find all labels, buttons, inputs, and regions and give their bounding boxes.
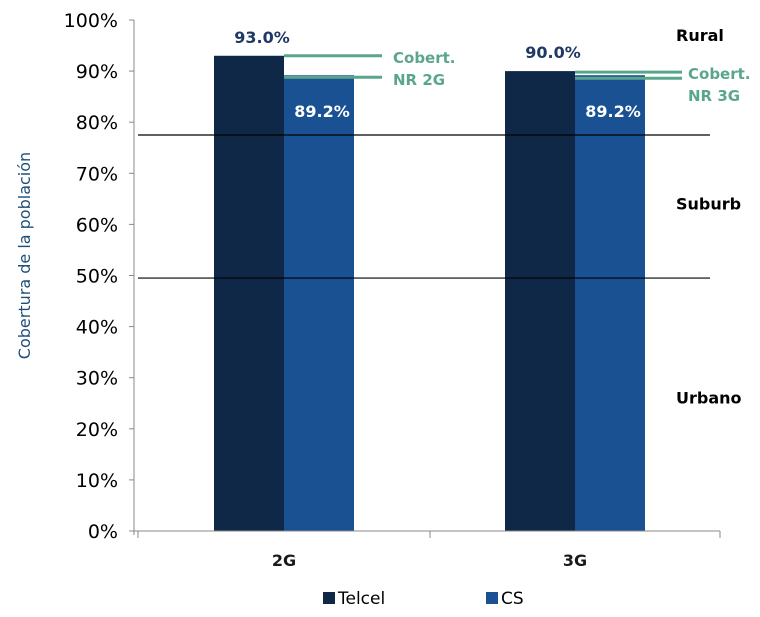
legend-swatch-cs [486,592,498,604]
data-label-telcel: 90.0% [525,43,581,62]
y-tick-label: 100% [64,10,118,32]
y-tick-label: 40% [76,317,118,339]
y-tick-label: 60% [76,214,118,236]
data-label-telcel: 93.0% [234,28,290,47]
bar-telcel-2g [214,55,284,532]
zone-label-urbano: Urbano [676,389,742,408]
y-tick-label: 70% [76,163,118,185]
bar-telcel-3g [505,71,575,531]
zone-label-suburb: Suburb [676,195,741,214]
bar-cs-3g [575,75,645,532]
y-tick-label: 10% [76,470,118,492]
y-tick-label: 20% [76,419,118,441]
y-tick-label: 0% [88,521,118,543]
y-tick-label: 50% [76,266,118,288]
x-category-label: 3G [563,551,587,570]
coverage-annotation: Cobert. [393,49,456,67]
coverage-annotation: NR 3G [688,87,740,105]
data-label-cs: 89.2% [294,102,350,121]
legend-swatch-telcel [323,592,335,604]
legend-label-telcel: Telcel [337,589,385,609]
coverage-annotation: Cobert. [688,65,751,83]
y-axis-title: Cobertura de la población [15,152,34,359]
data-label-cs: 89.2% [585,102,641,121]
legend-label-cs: CS [501,589,524,609]
coverage-annotation: NR 2G [393,71,445,89]
y-tick-label: 80% [76,112,118,134]
zone-label-rural: Rural [676,26,724,45]
y-tick-label: 30% [76,368,118,390]
y-tick-label: 90% [76,61,118,83]
bar-cs-2g [284,75,354,532]
x-category-label: 2G [272,551,296,570]
